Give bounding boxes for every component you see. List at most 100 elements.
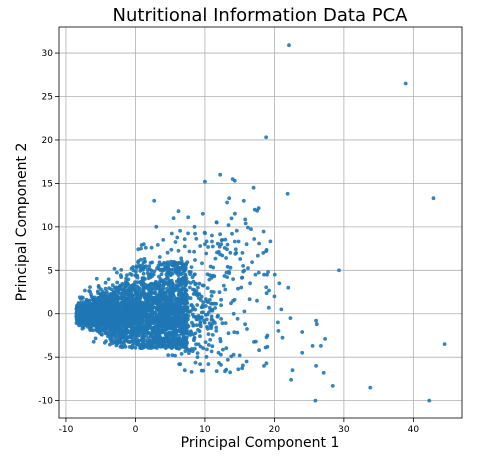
data-point	[197, 292, 202, 296]
data-point	[89, 304, 94, 309]
data-point	[159, 338, 164, 342]
data-point	[279, 307, 284, 312]
data-point	[220, 238, 225, 242]
data-point	[264, 285, 269, 290]
data-point	[158, 268, 163, 272]
data-point	[112, 333, 117, 338]
data-point	[219, 352, 223, 357]
data-point	[183, 287, 187, 291]
data-point	[192, 224, 197, 229]
data-point	[368, 385, 373, 390]
data-point	[245, 327, 249, 331]
data-point	[286, 285, 291, 290]
data-point	[176, 306, 181, 311]
data-point	[190, 349, 195, 354]
data-point	[165, 315, 170, 319]
data-point	[137, 301, 141, 305]
data-point	[241, 363, 245, 368]
data-point	[256, 270, 261, 275]
data-point	[119, 268, 124, 272]
data-point	[132, 313, 137, 318]
data-point	[178, 266, 183, 271]
data-point	[136, 259, 141, 264]
data-point	[222, 274, 227, 278]
data-point	[141, 336, 146, 341]
data-point	[218, 172, 223, 177]
data-point	[237, 353, 242, 358]
data-point	[186, 324, 191, 328]
data-point	[166, 283, 171, 288]
data-point	[189, 265, 194, 269]
data-point	[160, 325, 165, 330]
data-point	[148, 290, 153, 294]
data-point	[143, 245, 148, 250]
data-point	[300, 330, 305, 334]
data-point	[192, 346, 197, 351]
data-point	[130, 283, 135, 287]
data-point	[163, 261, 168, 266]
data-point	[158, 317, 163, 321]
data-point	[216, 313, 220, 318]
data-point	[205, 347, 209, 352]
data-point	[226, 331, 231, 336]
data-point	[261, 229, 266, 234]
data-point	[180, 324, 185, 328]
data-point	[181, 341, 186, 346]
data-point	[159, 279, 164, 284]
data-point	[244, 359, 249, 364]
data-point	[103, 301, 107, 305]
data-point	[176, 209, 181, 214]
data-point	[161, 238, 166, 242]
data-point	[200, 261, 204, 266]
data-point	[183, 314, 187, 319]
data-point	[205, 286, 210, 290]
data-point	[167, 296, 171, 301]
data-point	[110, 325, 115, 330]
data-point	[168, 303, 173, 308]
data-point	[148, 282, 153, 287]
data-point	[88, 289, 92, 294]
data-point	[200, 283, 205, 288]
data-point	[115, 286, 120, 290]
data-point	[150, 318, 155, 322]
data-point	[264, 361, 269, 366]
data-point	[165, 286, 170, 291]
data-point	[193, 231, 198, 236]
data-point	[170, 290, 175, 295]
data-point	[210, 239, 214, 244]
data-point	[265, 344, 270, 349]
data-point	[227, 196, 232, 201]
data-point	[149, 325, 154, 330]
data-point	[100, 295, 104, 299]
data-point	[240, 275, 245, 280]
data-point	[149, 294, 153, 299]
data-point	[203, 231, 207, 236]
data-point	[209, 276, 214, 280]
data-point	[83, 313, 88, 317]
data-point	[264, 291, 269, 296]
data-point	[146, 276, 151, 281]
data-point	[105, 314, 110, 319]
data-point	[138, 309, 143, 314]
data-point	[231, 352, 236, 357]
data-point	[123, 344, 128, 349]
data-point	[132, 306, 137, 311]
data-point	[194, 292, 199, 297]
data-point	[145, 271, 150, 275]
data-point	[140, 263, 145, 268]
data-point	[314, 322, 319, 327]
data-point	[189, 330, 194, 335]
data-point	[109, 287, 114, 292]
data-point	[175, 338, 180, 343]
data-point	[246, 225, 250, 230]
data-point	[157, 274, 161, 279]
data-point	[135, 312, 140, 317]
data-point	[208, 273, 212, 278]
data-point	[204, 251, 209, 256]
data-point	[98, 321, 102, 326]
data-point	[194, 289, 199, 294]
data-point	[223, 237, 228, 242]
data-point	[180, 287, 184, 292]
data-point	[88, 328, 93, 332]
data-point	[116, 319, 120, 324]
